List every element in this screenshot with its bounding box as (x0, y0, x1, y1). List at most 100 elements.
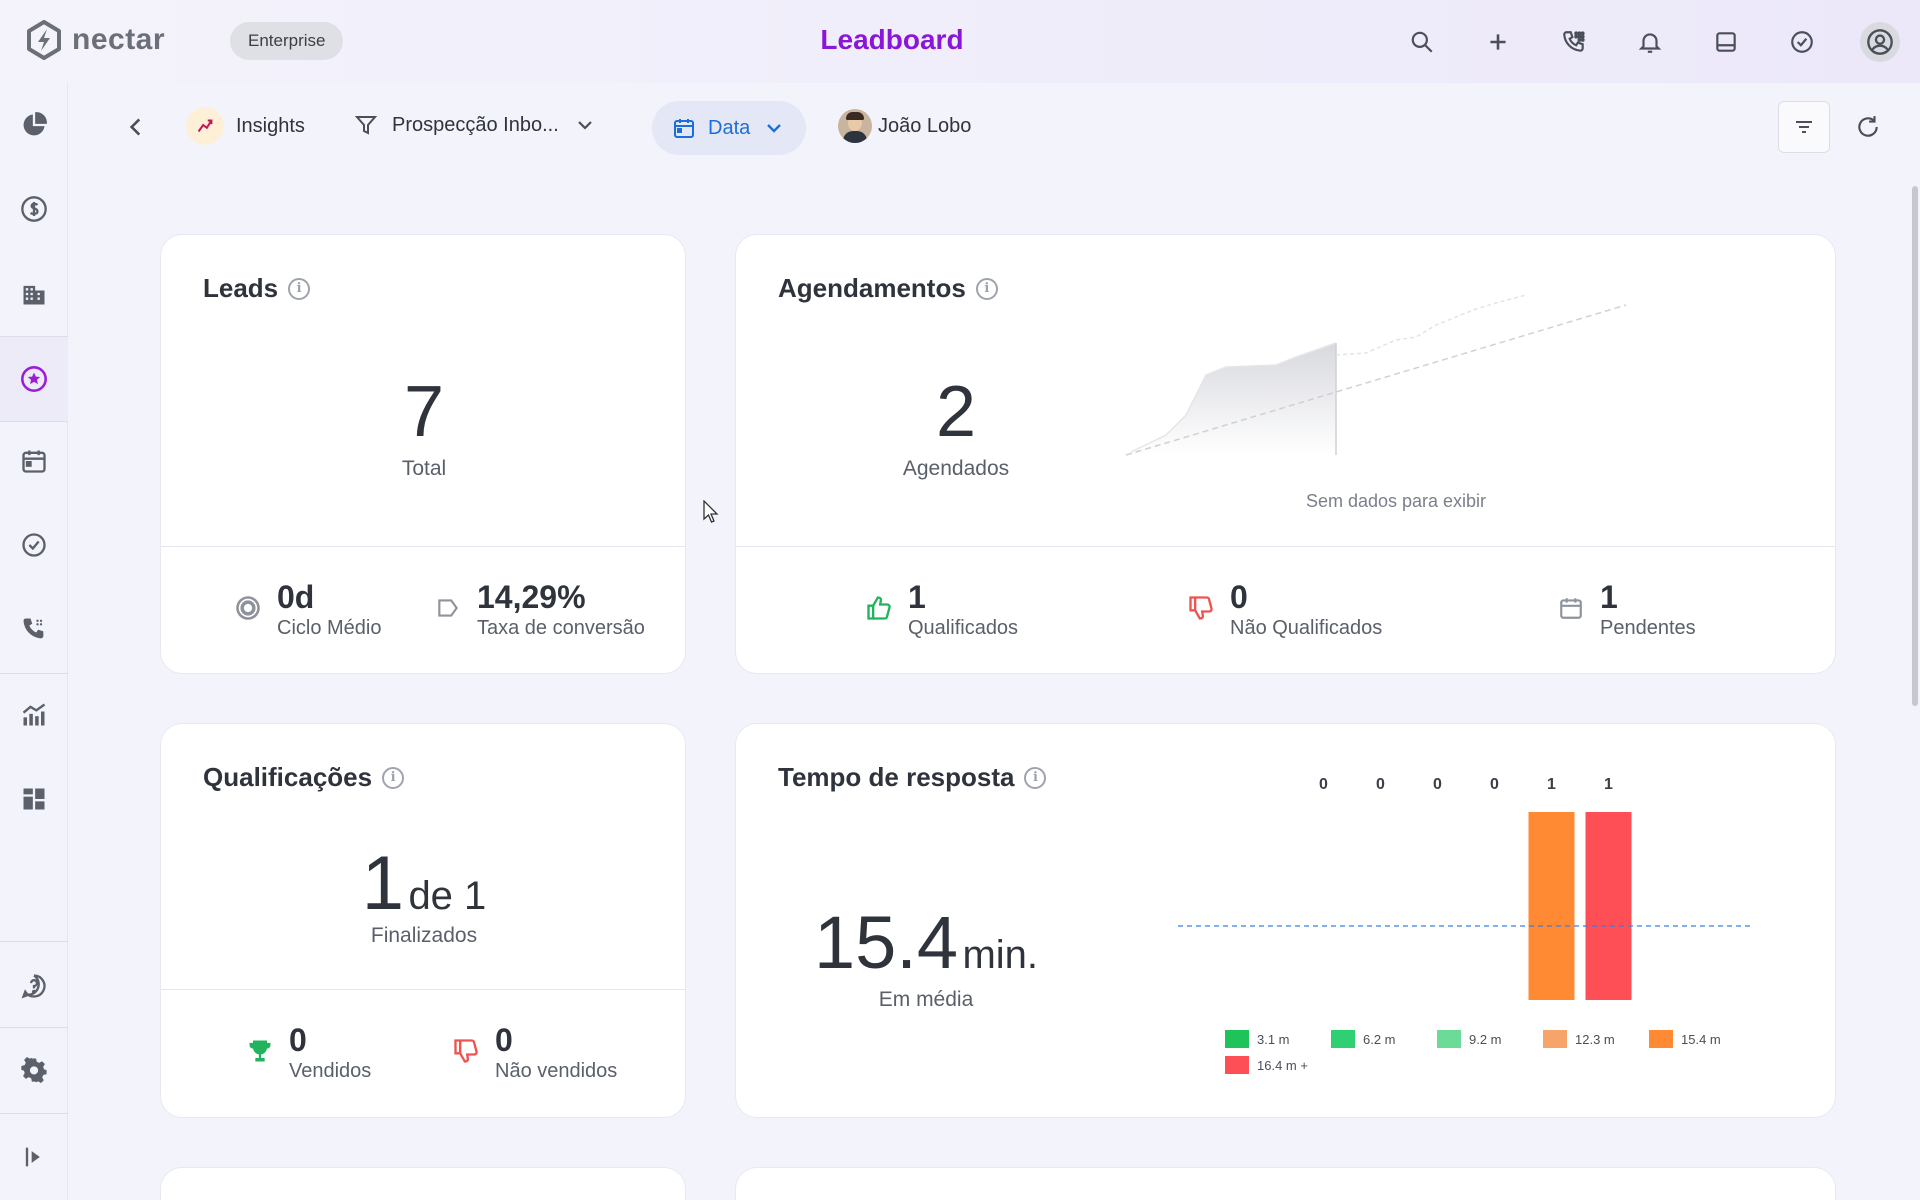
legend-swatch (1649, 1030, 1673, 1048)
cycle-value: 0d (277, 579, 315, 615)
legend-label: 12.3 m (1575, 1031, 1615, 1047)
plan-badge: Enterprise (230, 22, 344, 60)
legend-item[interactable]: 15.4 m (1649, 1030, 1755, 1048)
bar[interactable] (1585, 812, 1632, 1000)
trophy-icon (245, 1036, 275, 1066)
leads-title: Leads (203, 273, 279, 303)
star-icon[interactable] (0, 337, 68, 421)
logo-text: nectar (72, 23, 166, 56)
cycle-label: Ciclo Médio (277, 617, 382, 639)
dashboard-icon[interactable] (0, 769, 68, 829)
user-avatar-icon[interactable] (1860, 22, 1900, 62)
partial-card-right (735, 1167, 1836, 1200)
legend-swatch (1543, 1030, 1567, 1048)
inbox-icon[interactable] (1708, 24, 1744, 60)
legend-item[interactable]: 6.2 m (1331, 1030, 1437, 1048)
dollar-icon[interactable] (0, 179, 68, 239)
leads-total: 7 (403, 372, 445, 452)
tempo-title: Tempo de resposta (778, 762, 1015, 792)
plus-icon[interactable] (1480, 24, 1516, 60)
user-name: João Lobo (878, 114, 972, 137)
scrollbar-thumb[interactable] (1912, 186, 1918, 706)
date-filter-button[interactable]: Data (652, 101, 807, 155)
chevron-down-icon (578, 121, 592, 130)
response-time-chart: 0 0 0 0 1 1 (1178, 776, 1750, 1000)
bell-icon[interactable] (1632, 24, 1668, 60)
legend-item[interactable]: 16.4 m + (1225, 1056, 1331, 1074)
insights-tab[interactable]: Insights (186, 107, 305, 145)
phone-icon[interactable] (0, 599, 68, 659)
leads-card: Leads i 7 Total 0d Ciclo Médio 14,29% Ta… (160, 234, 686, 674)
qualificacoes-title: Qualificações (203, 762, 373, 792)
qualified-label: Qualificados (908, 617, 1019, 639)
info-icon[interactable]: i (382, 766, 405, 789)
legend-label: 6.2 m (1363, 1031, 1396, 1047)
bar-value-label: 1 (1547, 776, 1556, 793)
sold-label: Vendidos (289, 1060, 372, 1082)
filter-button[interactable] (1778, 101, 1830, 153)
pending-label: Pendentes (1600, 617, 1696, 639)
analytics-icon[interactable] (0, 685, 68, 745)
bar-value-label: 0 (1319, 776, 1328, 793)
qualificacoes-value: 1 (361, 841, 404, 926)
pending-stat: 1 Pendentes (1556, 579, 1696, 641)
back-button[interactable] (118, 109, 154, 145)
funnel-icon (354, 116, 378, 135)
bar-value-label: 0 (1376, 776, 1385, 793)
thumbs-down-icon (1186, 593, 1216, 623)
not-sold-stat: 0 Não vendidos (451, 1022, 617, 1084)
empty-chart-message: Sem dados para exibir (1305, 491, 1487, 511)
agendamentos-title: Agendamentos (778, 273, 966, 303)
page-title: Leadboard (820, 24, 964, 55)
refresh-button[interactable] (1850, 109, 1886, 145)
qualificacoes-of: de 1 (408, 874, 487, 918)
check-circle-icon[interactable] (0, 515, 68, 575)
pipeline-label: Prospecção Inbo... (392, 113, 559, 136)
cycle-stat: 0d Ciclo Médio (233, 579, 381, 641)
chevron-down-icon (767, 124, 782, 133)
legend-swatch (1225, 1030, 1249, 1048)
qualified-stat: 1 Qualificados (864, 579, 1018, 641)
qualified-value: 1 (908, 579, 926, 615)
avatar (838, 109, 872, 143)
bar-value-label: 0 (1490, 776, 1499, 793)
chart-legend: 3.1 m 6.2 m 9.2 m 12.3 m 15.4 m 16.4 m + (1225, 1030, 1765, 1074)
info-icon[interactable]: i (288, 277, 311, 300)
legend-item[interactable]: 9.2 m (1437, 1030, 1543, 1048)
agendamentos-value-label: Agendados (902, 457, 1010, 480)
settings-icon[interactable] (0, 1041, 68, 1101)
logo[interactable]: nectar (24, 20, 165, 60)
bar-value-label: 0 (1433, 776, 1442, 793)
check-circle-icon[interactable] (1784, 24, 1820, 60)
filter-lines-icon (1796, 121, 1812, 133)
legend-item[interactable]: 12.3 m (1543, 1030, 1649, 1048)
legend-item[interactable]: 3.1 m (1225, 1030, 1331, 1048)
calendar-icon (674, 119, 694, 138)
qualificacoes-summary: 1 de 1 (161, 840, 687, 927)
expand-sidebar-icon[interactable] (0, 1127, 68, 1187)
help-icon[interactable] (0, 956, 68, 1016)
date-filter-label: Data (708, 116, 751, 139)
sidebar (0, 83, 68, 1200)
insights-label: Insights (236, 114, 305, 137)
info-icon[interactable]: i (1024, 766, 1047, 789)
sold-value: 0 (289, 1022, 307, 1058)
tempo-value: 15.4 (813, 901, 958, 984)
pending-value: 1 (1600, 579, 1618, 615)
search-icon[interactable] (1404, 24, 1440, 60)
legend-swatch (1437, 1030, 1461, 1048)
user-select[interactable]: João Lobo (838, 109, 971, 143)
conversion-label: Taxa de conversão (477, 617, 645, 639)
pipeline-select[interactable]: Prospecção Inbo... (354, 113, 597, 137)
building-icon[interactable] (0, 264, 68, 324)
not-sold-value: 0 (495, 1022, 513, 1058)
bar[interactable] (1528, 812, 1575, 1000)
tempo-unit: min. (962, 933, 1039, 977)
legend-label: 15.4 m (1681, 1031, 1721, 1047)
info-icon[interactable]: i (975, 277, 998, 300)
bar-value-label: 1 (1604, 776, 1613, 793)
calendar-icon[interactable] (0, 431, 68, 491)
phone-dial-icon[interactable] (1556, 24, 1592, 60)
agendamentos-value: 2 (935, 372, 977, 452)
pie-chart-icon[interactable] (0, 95, 68, 155)
